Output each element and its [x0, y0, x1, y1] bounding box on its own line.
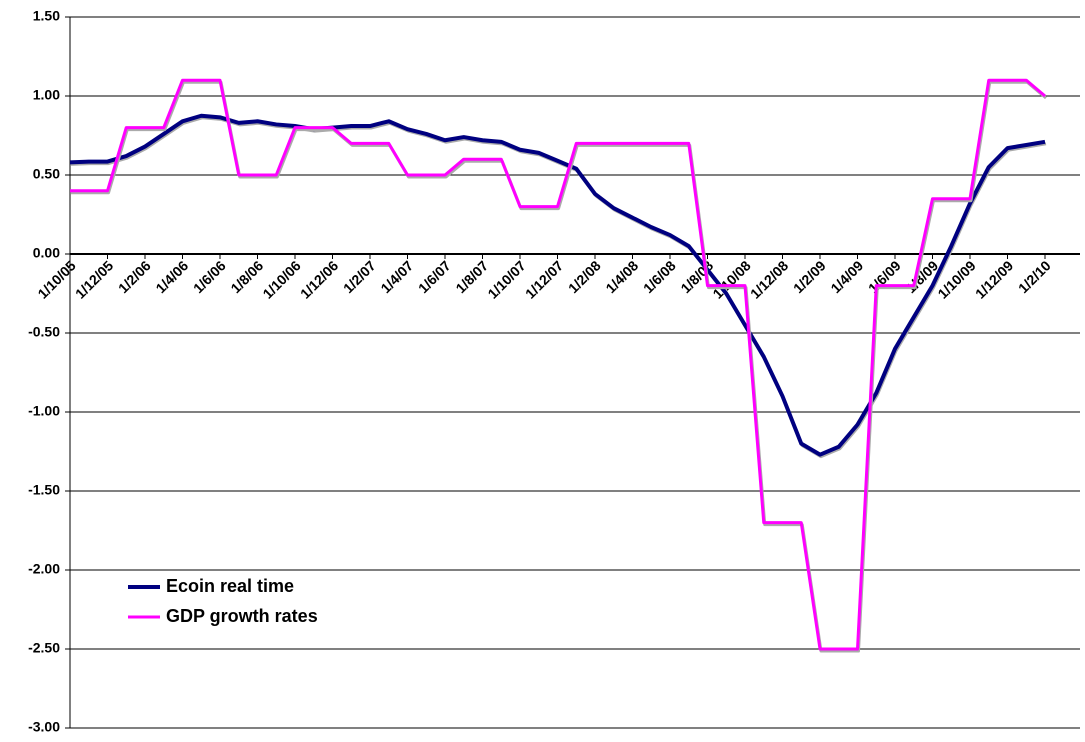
y-tick-label: -0.50 [28, 324, 60, 340]
y-tick-label: -1.50 [28, 482, 60, 498]
legend-label: Ecoin real time [166, 576, 294, 596]
x-tick-label: 1/6/08 [640, 257, 679, 296]
x-tick-label: 1/4/08 [602, 257, 641, 296]
x-tick-label: 1/4/09 [827, 257, 866, 296]
x-tick-label: 1/2/09 [790, 257, 829, 296]
x-tick-label: 1/2/08 [565, 257, 604, 296]
series-line [70, 78, 1046, 651]
y-tick-label: -2.50 [28, 640, 60, 656]
x-tick-label: 1/2/10 [1015, 257, 1054, 296]
x-tick-label: 1/2/07 [340, 257, 379, 296]
y-tick-label: -2.00 [28, 561, 60, 577]
x-tick-label: 1/6/09 [865, 257, 904, 296]
y-tick-label: -1.00 [28, 403, 60, 419]
y-tick-label: -3.00 [28, 719, 60, 735]
y-tick-label: 1.50 [33, 8, 60, 24]
x-tick-label: 1/6/06 [190, 257, 229, 296]
line-shadow [71, 80, 1047, 653]
x-tick-label: 1/2/06 [115, 257, 154, 296]
x-tick-label: 1/12/09 [972, 257, 1016, 301]
y-tick-label: 1.00 [33, 87, 60, 103]
x-tick-label: 1/4/06 [152, 257, 191, 296]
y-tick-label: 0.00 [33, 245, 60, 261]
x-tick-label: 1/12/05 [72, 257, 116, 301]
x-tick-label: 1/6/07 [415, 257, 454, 296]
x-tick-label: 1/12/08 [747, 257, 791, 301]
x-tick-label: 1/12/07 [522, 257, 566, 301]
legend-label: GDP growth rates [166, 606, 318, 626]
x-tick-label: 1/12/06 [297, 257, 341, 301]
x-tick-label: 1/10/05 [34, 257, 78, 301]
y-tick-label: 0.50 [33, 166, 60, 182]
x-tick-label: 1/10/07 [484, 257, 528, 301]
x-tick-label: 1/4/07 [377, 257, 416, 296]
x-tick-label: 1/10/06 [259, 257, 303, 301]
series-line [69, 113, 1046, 457]
